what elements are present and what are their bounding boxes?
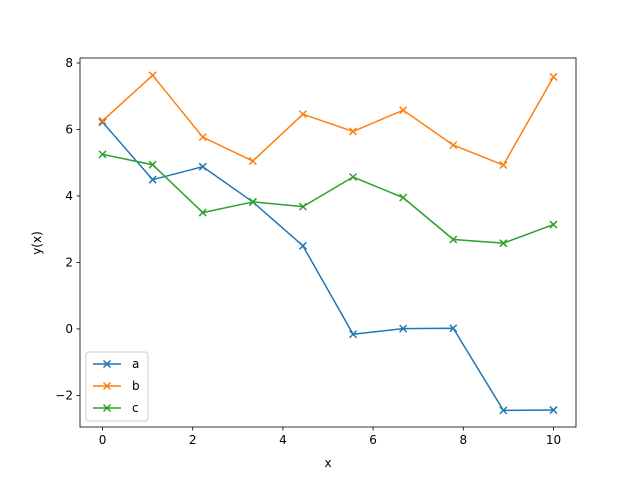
data-point-a-6 [399, 324, 408, 333]
data-point-c-8 [499, 239, 508, 248]
data-point-c-2 [198, 208, 207, 217]
data-point-a-7 [449, 324, 458, 333]
data-point-a-0 [98, 118, 107, 127]
series-b [98, 71, 558, 170]
data-point-c-9 [549, 220, 558, 229]
data-point-a-1 [148, 175, 157, 184]
y-tick-label: 8 [65, 56, 73, 70]
data-point-b-0 [98, 116, 107, 125]
data-point-c-7 [449, 235, 458, 244]
legend-label: b [132, 379, 140, 393]
x-tick-label: 4 [279, 433, 287, 447]
legend: abc [85, 351, 149, 422]
y-tick-label: 0 [65, 322, 73, 336]
axes-layer: 0 2 4 6 8 10 −2 0 2 4 6 8 [55, 56, 577, 447]
x-tick-label: 8 [459, 433, 467, 447]
data-point-c-3 [248, 197, 257, 206]
legend-label: a [132, 357, 139, 371]
data-point-b-7 [449, 141, 458, 150]
data-point-b-8 [499, 161, 508, 170]
legend-marker [102, 359, 112, 369]
series-line-c [102, 153, 554, 244]
legend-item-b: b [93, 379, 140, 393]
data-point-c-1 [148, 160, 157, 169]
y-tick-label: −2 [55, 388, 73, 402]
series-c [98, 150, 558, 248]
y-tick-label: 6 [65, 122, 73, 136]
data-point-a-9 [549, 406, 558, 415]
x-tick-label: 10 [546, 433, 561, 447]
data-point-b-6 [399, 106, 408, 115]
y-tick-label: 2 [65, 255, 73, 269]
data-point-a-2 [198, 162, 207, 171]
x-axis-title: x [324, 456, 331, 470]
data-point-b-5 [349, 127, 358, 136]
series-layer [98, 71, 558, 415]
data-point-c-6 [399, 193, 408, 202]
legend-label: c [132, 401, 139, 415]
axes-frame [79, 57, 577, 428]
data-point-b-1 [148, 71, 157, 80]
data-point-a-4 [298, 241, 307, 250]
x-tick-label: 6 [369, 433, 377, 447]
x-tick-label: 2 [189, 433, 197, 447]
data-point-b-9 [549, 72, 558, 81]
data-point-b-2 [198, 133, 207, 142]
series-line-b [102, 74, 555, 166]
data-point-b-4 [298, 110, 307, 119]
legend-item-c: c [93, 401, 139, 415]
data-point-a-8 [499, 406, 508, 415]
x-tick-label: 0 [99, 433, 107, 447]
legend-marker [102, 381, 112, 391]
data-point-c-0 [98, 150, 107, 159]
legend-marker [102, 403, 112, 413]
data-point-a-5 [349, 330, 358, 339]
series-line-a [101, 121, 554, 412]
y-axis-title: y(x) [30, 231, 44, 255]
data-point-c-5 [349, 172, 358, 182]
legend-item-a: a [93, 357, 139, 371]
data-point-b-3 [248, 157, 257, 166]
data-point-c-4 [298, 202, 307, 211]
y-tick-label: 4 [65, 189, 73, 203]
